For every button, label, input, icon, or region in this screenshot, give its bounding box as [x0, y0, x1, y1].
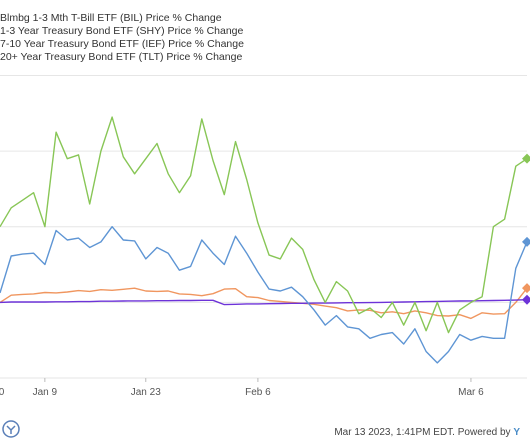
series-line-1 — [0, 287, 528, 320]
x-tick-label-4: Mar 6 — [458, 387, 484, 398]
series-end-marker-3 — [522, 153, 530, 164]
series-line-0 — [0, 299, 528, 306]
legend-label-bil: Blmbg 1-3 Mth T-Bill ETF (BIL) Price % C… — [0, 12, 222, 24]
legend-item-tlt: 20+ Year Treasury Bond ETF (TLT) Price %… — [0, 51, 244, 64]
legend-item-bil: Blmbg 1-3 Mth T-Bill ETF (BIL) Price % C… — [0, 12, 244, 25]
footer-timestamp-text: Mar 13 2023, 1:41PM EDT. — [334, 427, 455, 438]
legend-label-shy: 1-3 Year Treasury Bond ETF (SHY) Price %… — [0, 25, 244, 37]
series-end-marker-0 — [522, 294, 530, 305]
legend-item-ief: 7-10 Year Treasury Bond ETF (IEF) Price … — [0, 38, 244, 51]
series-line-2 — [0, 225, 528, 364]
footer-timestamp: Mar 13 2023, 1:41PM EDT. Powered by Y — [334, 427, 520, 438]
x-tick-label-0: Jan 9 — [33, 387, 58, 398]
gridlines — [0, 74, 527, 379]
legend-label-tlt: 20+ Year Treasury Bond ETF (TLT) Price %… — [0, 51, 243, 63]
x-tick-label-1: Jan 23 — [131, 387, 161, 398]
footer-powered-by: Powered by — [457, 427, 511, 438]
series-end-marker-2 — [522, 236, 530, 247]
x-tick-label-2: Feb 6 — [245, 387, 271, 398]
ycharts-logo-icon — [2, 420, 20, 438]
series-line-3 — [0, 116, 528, 334]
x-tick-label-3: Feb 20 — [0, 387, 5, 398]
legend-item-shy: 1-3 Year Treasury Bond ETF (SHY) Price %… — [0, 25, 244, 38]
x-axis-ticks: Jan 9 Jan 23 Feb 6 Feb 20 Mar 6 — [0, 378, 484, 398]
series-end-marker-1 — [522, 283, 530, 294]
legend: Blmbg 1-3 Mth T-Bill ETF (BIL) Price % C… — [0, 12, 244, 64]
series-lines — [0, 116, 530, 364]
legend-label-ief: 7-10 Year Treasury Bond ETF (IEF) Price … — [0, 38, 244, 50]
footer-brand[interactable]: Y — [513, 427, 520, 438]
